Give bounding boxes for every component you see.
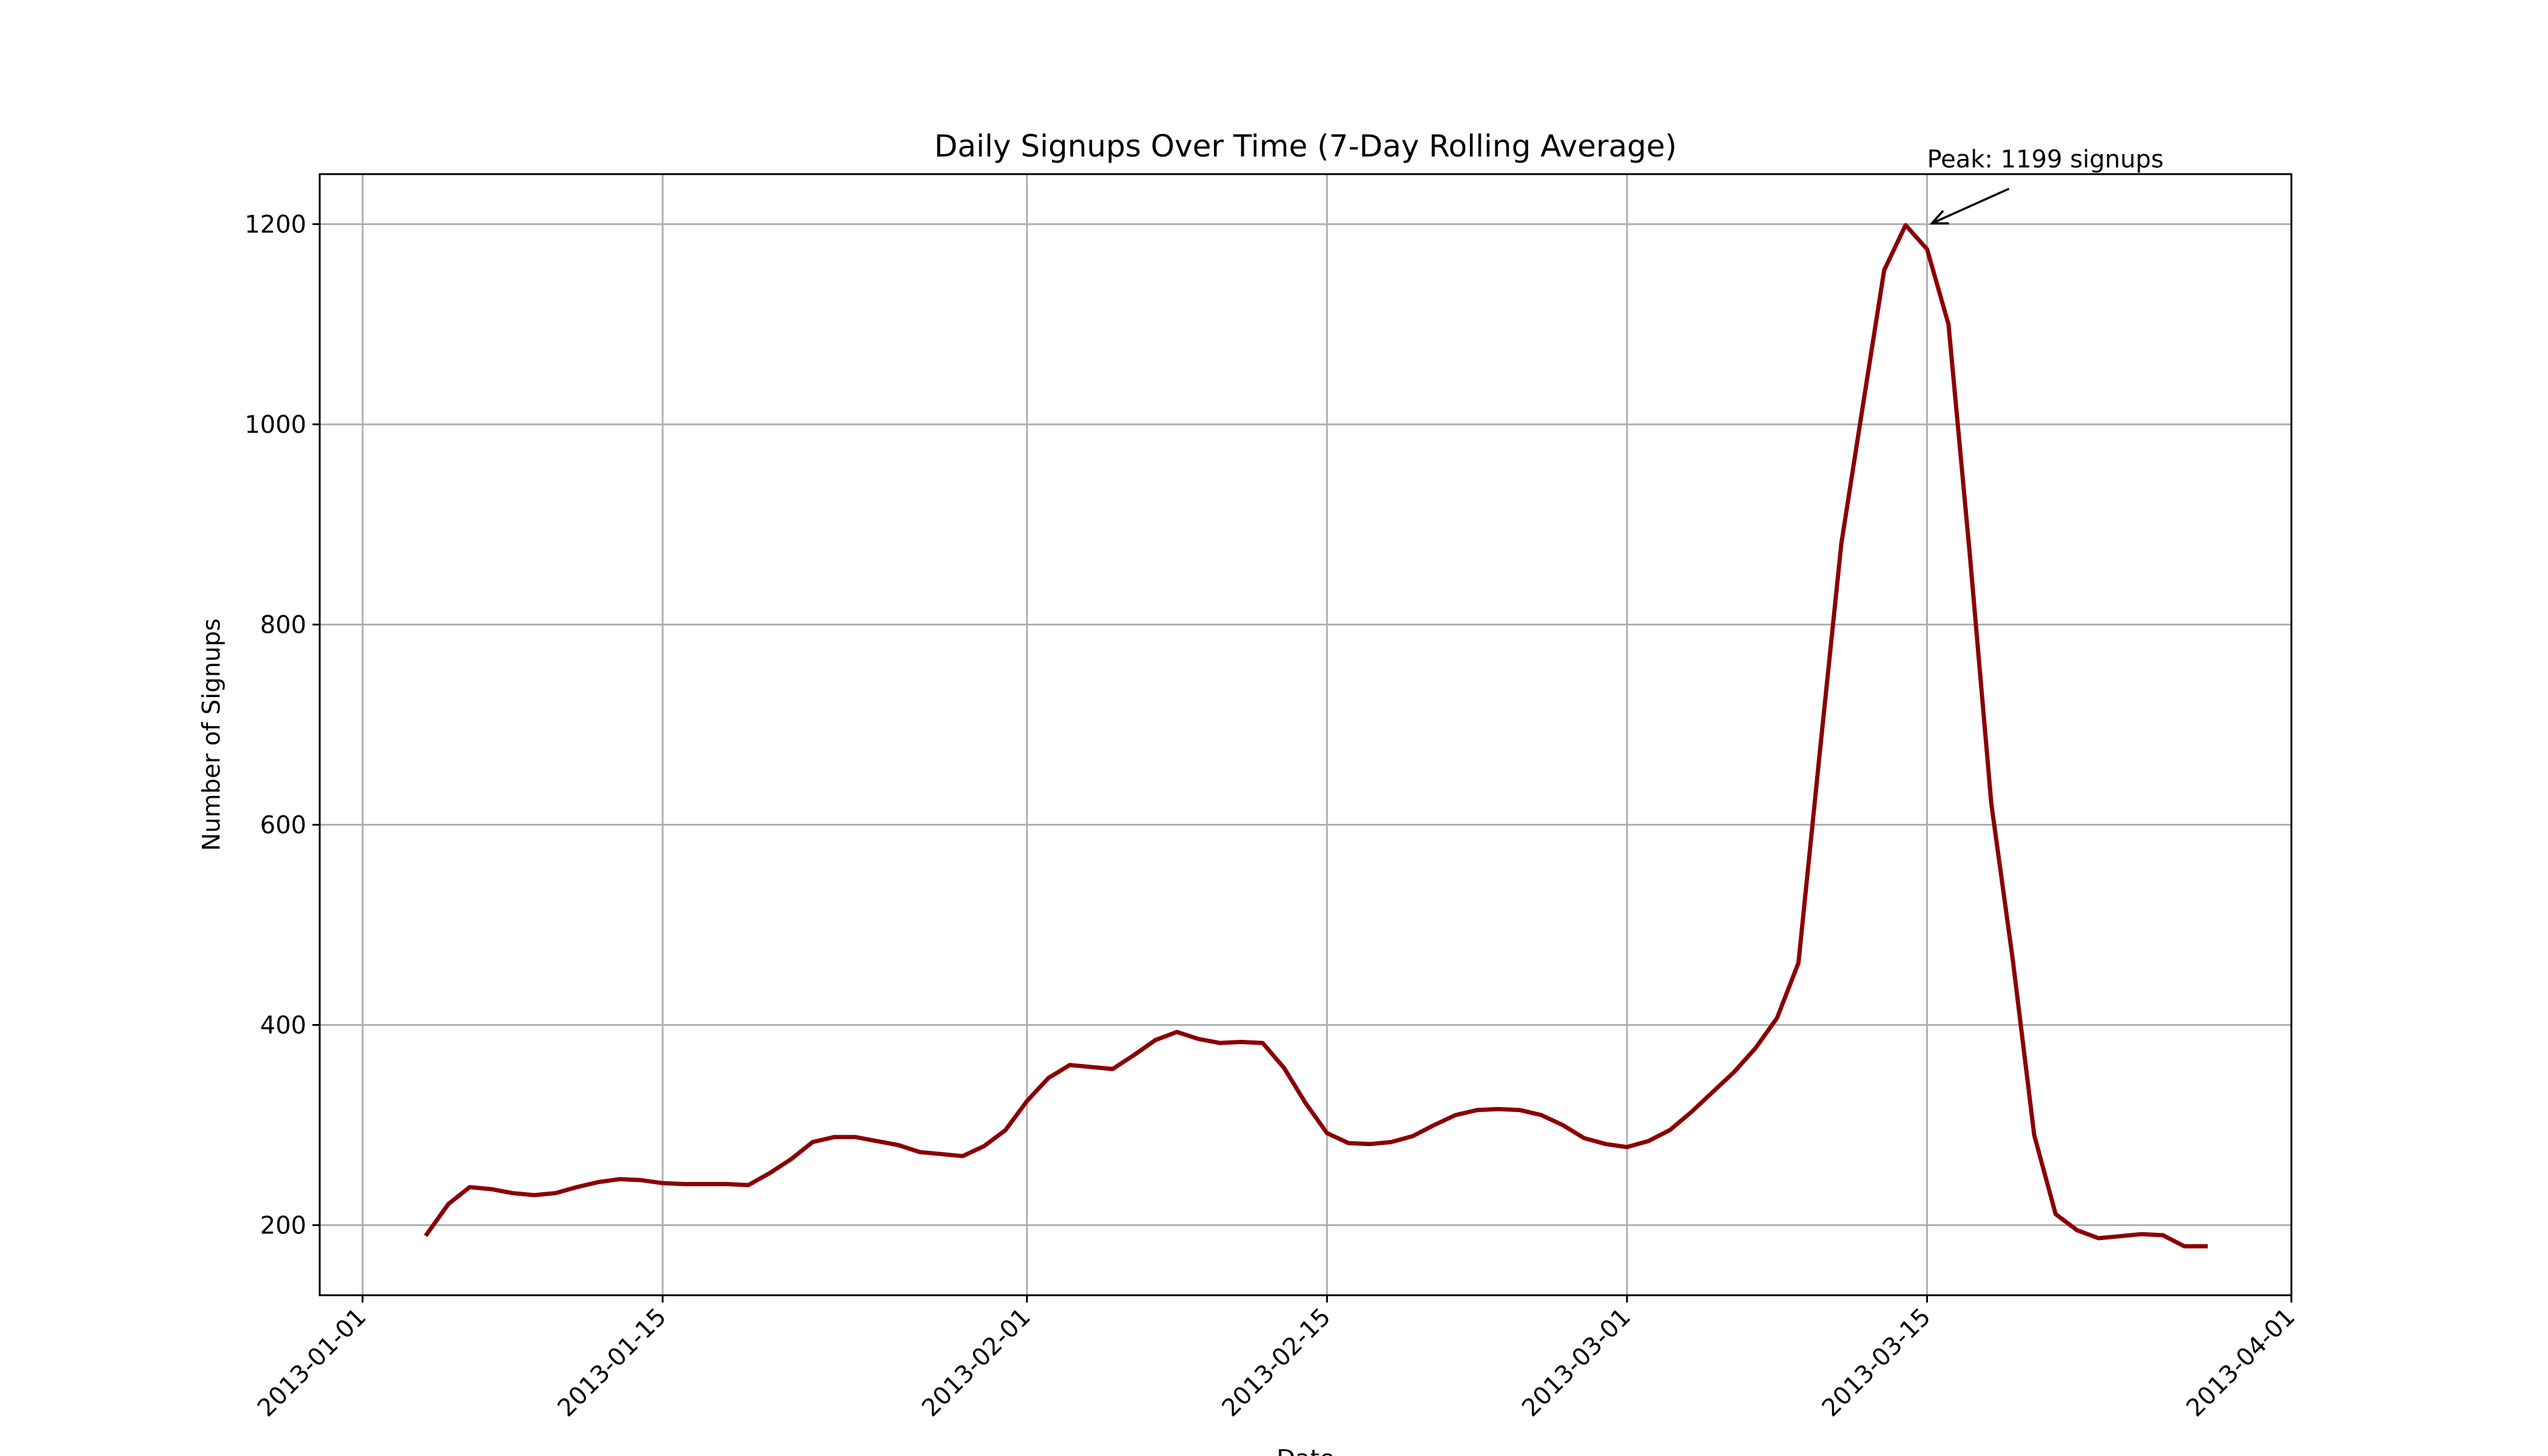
y-axis-label: Number of Signups (198, 618, 226, 851)
y-tick-label: 1200 (244, 211, 306, 239)
y-tick-label: 1000 (244, 411, 306, 439)
peak-annotation-arrow (1931, 187, 2010, 224)
y-tick-label: 800 (260, 612, 306, 639)
x-axis-label: Date (1276, 1445, 1335, 1456)
y-tick-label: 200 (260, 1212, 306, 1240)
chart-title: Daily Signups Over Time (7-Day Rolling A… (934, 129, 1677, 164)
series-layer (423, 223, 2208, 1249)
peak-annotation-label: Peak: 1199 signups (1927, 146, 2163, 174)
y-tick-label: 400 (260, 1012, 306, 1040)
peak-annotation-arrowhead (1929, 210, 1949, 224)
annotation-layer: Peak: 1199 signups (1927, 146, 2163, 224)
signups-line (423, 223, 2208, 1249)
grid-lines (320, 174, 2293, 1295)
y-axis-ticks: 200 400 600 800 1000 1200 (244, 211, 320, 1240)
y-tick-label: 600 (260, 812, 306, 840)
plot-area-frame (318, 173, 2293, 1296)
